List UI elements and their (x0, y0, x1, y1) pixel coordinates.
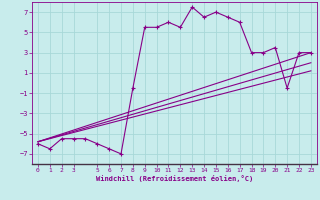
X-axis label: Windchill (Refroidissement éolien,°C): Windchill (Refroidissement éolien,°C) (96, 175, 253, 182)
